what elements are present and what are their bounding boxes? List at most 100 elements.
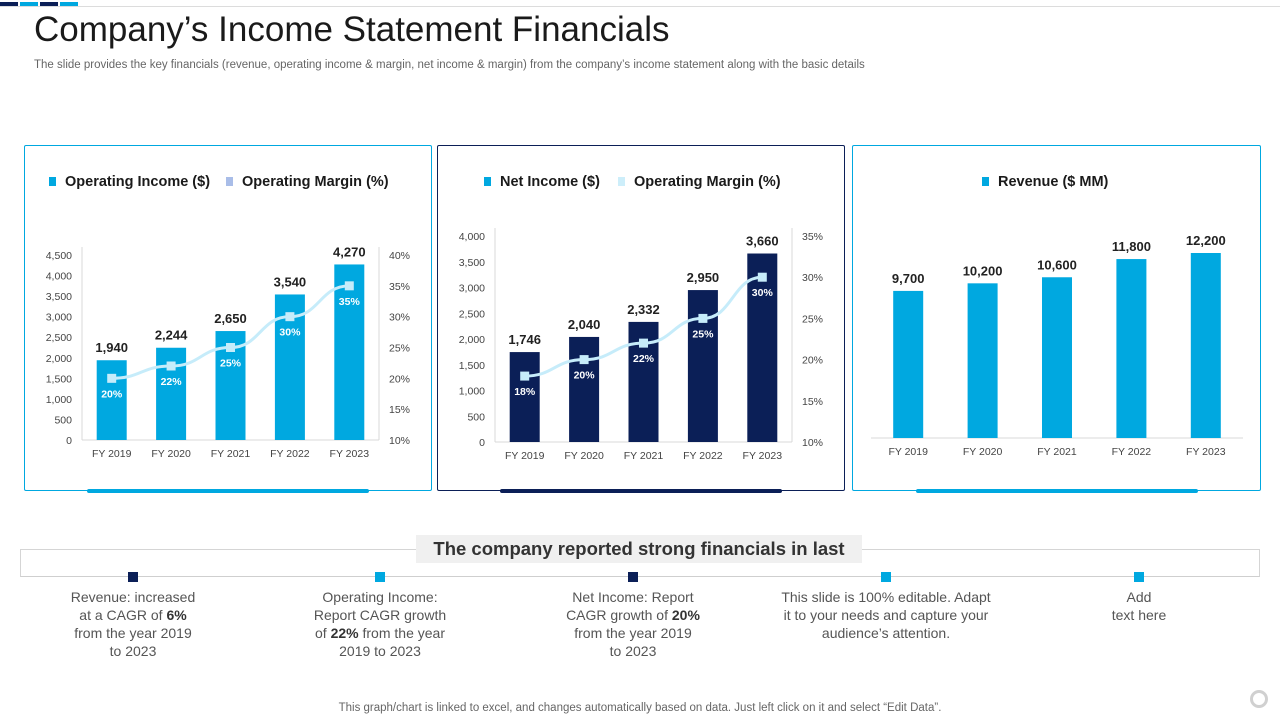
note-highlight: 22% [330, 625, 359, 641]
category-label: FY 2022 [683, 450, 723, 462]
legend-label: Operating Margin (%) [634, 174, 781, 190]
net-income-chart-panel[interactable]: Net Income ($) Operating Margin (%) 0 500 1,… [437, 145, 845, 493]
bar [1042, 277, 1072, 438]
bar [967, 283, 998, 438]
bar-value-label: 9,700 [892, 271, 925, 286]
bar-value-label: 11,800 [1112, 239, 1151, 254]
bar [569, 336, 600, 442]
margin-point [698, 313, 708, 323]
margin-value-label: 30% [279, 327, 301, 339]
note-marker [881, 572, 891, 582]
bar [893, 290, 924, 438]
note-line: at a CAGR of 6% [79, 607, 187, 623]
legend-swatch [484, 177, 491, 186]
panel-accent-bar [87, 489, 369, 493]
y-tick-label: 2,500 [459, 308, 485, 320]
category-label: FY 2023 [1186, 446, 1226, 458]
category-label: FY 2020 [564, 450, 604, 462]
top-accent-bar [0, 0, 1280, 8]
y-tick-label: 4,500 [46, 250, 72, 262]
category-label: FY 2022 [1112, 446, 1152, 458]
note-line: CAGR growth of 20% [566, 607, 700, 623]
note-highlight: 20% [671, 607, 700, 623]
y2-tick-label: 20% [802, 355, 823, 367]
category-label: FY 2020 [151, 448, 191, 460]
note-line: This slide is 100% editable. Adapt [781, 589, 991, 605]
bar-value-label: 2,244 [155, 328, 188, 343]
margin-point [520, 371, 530, 381]
category-label: FY 2019 [888, 446, 928, 458]
revenue-chart-panel[interactable]: Revenue ($ MM) 9,700 FY 2019 10,200 FY 2020 1… [852, 145, 1261, 493]
margin-point [639, 338, 648, 348]
note-line: from the year 2019 [74, 625, 192, 641]
note-marker [628, 572, 638, 582]
bar [747, 253, 778, 442]
note-text: Add text here [1019, 588, 1259, 624]
note-marker [375, 572, 385, 582]
margin-value-label: 22% [161, 376, 183, 388]
legend-label: Operating Income ($) [65, 174, 210, 190]
bar [509, 352, 540, 442]
bar-value-label: 2,332 [627, 302, 660, 317]
note-line: Add [1126, 589, 1152, 605]
bar-value-label: 10,200 [963, 263, 1003, 278]
note-line: 2019 to 2023 [339, 643, 421, 659]
margin-point [344, 281, 354, 291]
net-income-chart: Net Income ($) Operating Margin (%) 0 500 1,… [459, 174, 823, 462]
category-label: FY 2019 [505, 450, 545, 462]
page-subtitle: The slide provides the key financials (r… [34, 59, 865, 71]
bar-value-label: 2,650 [214, 311, 247, 326]
margin-point [285, 312, 295, 322]
bar-value-label: 1,940 [95, 340, 128, 355]
legend-label: Operating Margin (%) [242, 174, 389, 190]
note-line: Net Income: Report [572, 589, 694, 605]
note-marker [128, 572, 138, 582]
top-accent-segment [40, 2, 58, 6]
note-line: of 22% from the year [315, 625, 445, 641]
y2-tick-label: 15% [802, 396, 823, 408]
margin-value-label: 25% [692, 328, 714, 340]
bar [687, 290, 718, 442]
y-tick-label: 1,000 [46, 394, 72, 406]
margin-point [757, 272, 767, 282]
legend-swatch [226, 177, 233, 186]
category-label: FY 2020 [963, 446, 1003, 458]
revenue-chart: Revenue ($ MM) 9,700 FY 2019 10,200 FY 2020 1… [871, 174, 1243, 458]
panel-accent-bar [500, 489, 782, 493]
bar [334, 264, 365, 440]
legend-swatch [618, 177, 625, 186]
bar-value-label: 2,950 [687, 270, 720, 285]
y-tick-label: 1,000 [459, 386, 485, 398]
top-accent-segment [0, 2, 18, 6]
panel-accent-bar [916, 489, 1198, 493]
margin-value-label: 20% [574, 370, 596, 382]
category-label: FY 2023 [743, 450, 783, 462]
y-tick-label: 3,000 [46, 312, 72, 324]
y-tick-label: 3,000 [459, 283, 485, 295]
note-text: Revenue: increased at a CAGR of 6% from th… [13, 588, 253, 660]
bar-value-label: 2,040 [568, 317, 601, 332]
category-label: FY 2021 [1037, 446, 1077, 458]
margin-value-label: 20% [101, 388, 123, 400]
margin-value-label: 18% [514, 386, 536, 398]
note-line: text here [1111, 607, 1167, 623]
note-line: from the year 2019 [574, 625, 692, 641]
top-accent-segment [20, 2, 38, 6]
note-text: Net Income: Report CAGR growth of 20% from… [513, 588, 753, 660]
margin-point [579, 355, 589, 365]
y2-tick-label: 30% [802, 272, 823, 284]
note-line: to 2023 [609, 643, 657, 659]
category-label: FY 2022 [270, 448, 310, 460]
y2-tick-label: 40% [389, 250, 410, 262]
y2-tick-label: 25% [802, 313, 823, 325]
y-tick-label: 1,500 [46, 373, 72, 385]
y-tick-label: 2,000 [459, 334, 485, 346]
y2-tick-label: 35% [802, 231, 823, 243]
y2-tick-label: 20% [389, 373, 410, 385]
note-line: audience’s attention. [821, 625, 951, 641]
bar-value-label: 12,200 [1186, 233, 1226, 248]
bar-value-label: 4,270 [333, 244, 366, 259]
note-line: Report CAGR growth [313, 607, 447, 623]
operating-income-chart-panel[interactable]: Operating Income ($) Operating Margin (%)… [24, 145, 432, 493]
bar-value-label: 1,746 [508, 332, 541, 347]
